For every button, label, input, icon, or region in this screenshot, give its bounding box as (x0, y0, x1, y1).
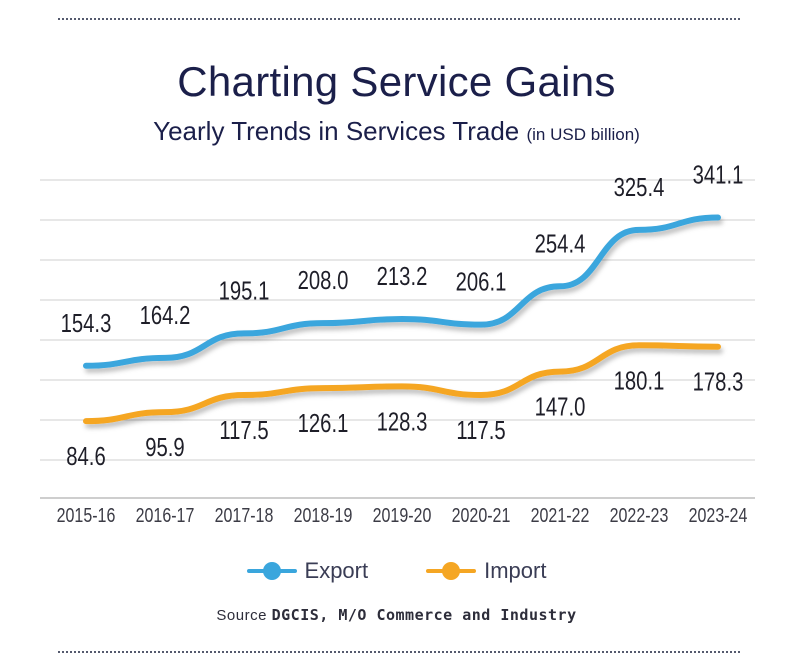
gridlines (40, 179, 755, 499)
import-data-label: 147.0 (535, 392, 586, 421)
legend: Export Import (0, 558, 793, 584)
export-data-label: 154.3 (61, 308, 112, 337)
x-tick-label: 2023-24 (689, 504, 748, 526)
x-tick-label: 2020-21 (452, 504, 511, 526)
import-data-label: 126.1 (298, 409, 349, 438)
series-lines (83, 214, 721, 425)
chart-title: Charting Service Gains (177, 58, 616, 105)
data-labels: 154.3 164.2 195.1 208.0 213.2 206.1 254.4 325.4… (61, 160, 744, 471)
import-data-label: 178.3 (693, 367, 744, 396)
export-data-label: 208.0 (298, 266, 349, 295)
x-tick-label: 2018-19 (294, 504, 353, 526)
legend-label-export: Export (304, 558, 369, 583)
export-data-label: 325.4 (614, 173, 665, 202)
import-data-label: 95.9 (145, 433, 184, 462)
import-data-label: 128.3 (377, 407, 428, 436)
export-data-label: 213.2 (377, 262, 428, 291)
export-legend-swatch (246, 562, 297, 580)
x-tick-label: 2015-16 (57, 504, 116, 526)
legend-item-import: Import (426, 558, 546, 584)
import-legend-swatch (426, 562, 477, 580)
x-tick-label: 2022-23 (610, 504, 669, 526)
unit-note: (in USD billion) (526, 125, 640, 144)
export-data-label: 195.1 (219, 276, 270, 305)
export-data-label: 341.1 (693, 160, 744, 189)
top-dotted-rule (58, 18, 740, 20)
legend-item-export: Export (246, 558, 369, 584)
export-data-label: 254.4 (535, 229, 586, 258)
import-data-label: 84.6 (66, 442, 105, 471)
x-tick-label: 2016-17 (136, 504, 195, 526)
chart-subtitle: Yearly Trends in Services Trade (in USD … (0, 116, 793, 147)
import-series-line (83, 342, 721, 425)
source-prefix: Source (216, 607, 267, 624)
x-tick-label: 2021-22 (531, 504, 590, 526)
x-tick-label: 2017-18 (215, 504, 274, 526)
import-data-label: 180.1 (614, 366, 665, 395)
source-text: DGCIS, M/O Commerce and Industry (271, 606, 577, 624)
bottom-dotted-rule (58, 651, 740, 653)
export-data-label: 206.1 (456, 267, 507, 296)
export-data-label: 164.2 (140, 301, 191, 330)
source-note: Source DGCIS, M/O Commerce and Industry (0, 606, 793, 624)
import-data-label: 117.5 (219, 416, 268, 445)
import-data-label: 117.5 (456, 416, 505, 445)
export-series-line (83, 214, 721, 369)
x-axis-tick-labels: 2015-16 2016-17 2017-18 2018-19 2019-20 2020-… (57, 504, 748, 526)
subtitle-text: Yearly Trends in Services Trade (153, 116, 520, 146)
x-tick-label: 2019-20 (373, 504, 432, 526)
legend-label-import: Import (484, 558, 547, 583)
